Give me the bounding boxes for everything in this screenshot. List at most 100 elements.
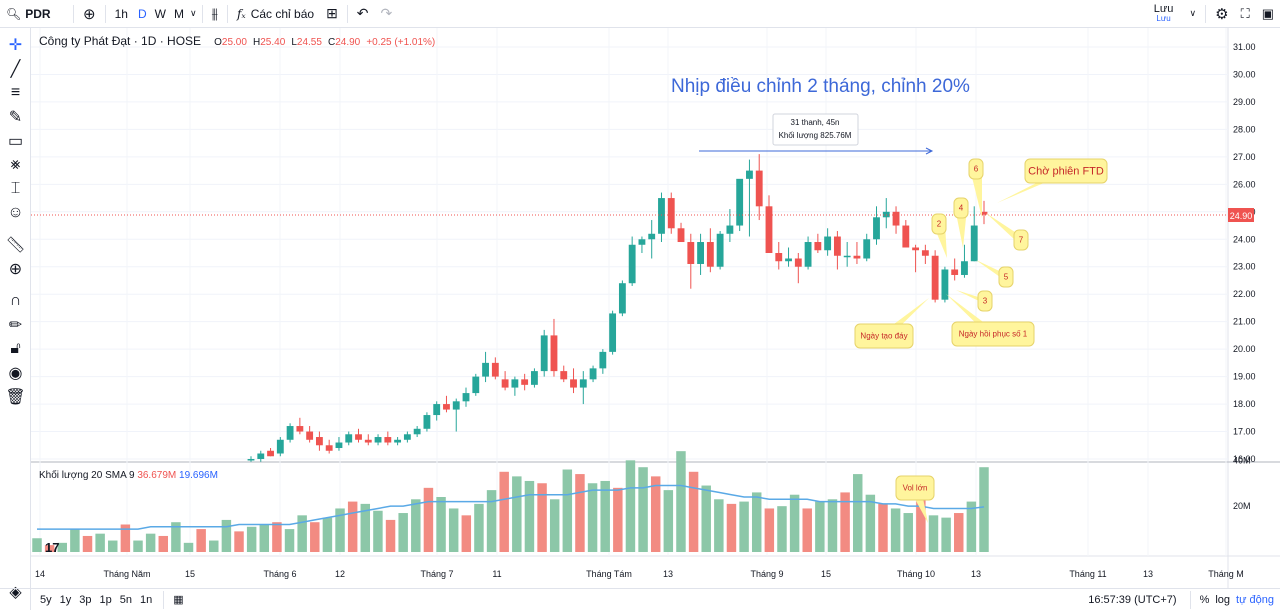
auto-toggle[interactable]: tự động xyxy=(1236,593,1274,606)
crosshair-tool[interactable]: ✛ xyxy=(0,33,31,57)
interval-d[interactable]: D xyxy=(134,0,151,28)
price-axis[interactable]: 31.0030.0029.0028.0027.0026.0025.0024.00… xyxy=(1233,42,1256,464)
callout-count-2[interactable] xyxy=(931,213,947,235)
time-tick-label: 14 xyxy=(35,569,45,579)
volume-bar xyxy=(373,510,383,552)
callout-recovery-day[interactable] xyxy=(951,321,1035,347)
date-range-button[interactable]: ▦ xyxy=(167,586,189,614)
price-tick-label: 22.00 xyxy=(1233,289,1256,299)
symbol-title[interactable]: Công ty Phát Đạt · 1D · HOSE xyxy=(39,34,202,48)
save-dropdown[interactable]: ∨ xyxy=(1184,0,1203,28)
range-button-1y[interactable]: 1y xyxy=(59,593,72,606)
volume-bar xyxy=(461,515,472,552)
settings-button[interactable]: ⚙ xyxy=(1209,0,1234,28)
candle xyxy=(511,379,519,388)
redo-button[interactable]: ↷ xyxy=(375,0,399,28)
volume-bar xyxy=(171,522,181,552)
volume-bar xyxy=(638,467,648,552)
callout-ftd[interactable] xyxy=(1024,158,1108,184)
volume-value: 36.679M xyxy=(137,470,177,481)
save-button[interactable]: Lưu Lưu xyxy=(1144,0,1184,28)
callout-count-6-pointer xyxy=(970,169,982,218)
emoji-tool[interactable]: ☺ xyxy=(0,201,31,225)
volume-bar xyxy=(108,540,118,552)
volume-bar xyxy=(499,471,509,552)
fullscreen-button[interactable]: ⛶ xyxy=(1235,0,1256,28)
ruler-tool[interactable]: 📏︎ xyxy=(0,233,31,257)
range-button-5y[interactable]: 5y xyxy=(40,593,52,606)
volume-bar xyxy=(714,499,724,552)
brush-tool[interactable]: ✎ xyxy=(0,105,31,129)
volume-bar xyxy=(436,497,446,552)
grid-icon: ⊞ xyxy=(326,5,338,21)
range-button-5n[interactable]: 5n xyxy=(119,593,132,606)
callout-count-6[interactable] xyxy=(968,158,984,180)
candle xyxy=(423,415,431,429)
callout-count-7[interactable] xyxy=(1013,229,1029,251)
measure-range-tool[interactable]: ⌶ xyxy=(0,177,31,201)
smiley-icon: ☺ xyxy=(7,204,24,221)
volume-bar xyxy=(827,499,838,552)
symbol-search[interactable]: 🔍︎ PDR xyxy=(0,0,70,28)
stay-drawing-tool[interactable]: ✏ xyxy=(0,313,31,337)
chart-area[interactable]: 31.00 30.00 29.00 28.00 27.00 26.00 25.00 24.00… xyxy=(31,28,1280,588)
candle xyxy=(560,371,568,380)
interval-m[interactable]: M xyxy=(170,0,188,28)
candle xyxy=(315,437,323,446)
volume-bar xyxy=(751,492,762,552)
drawing-toolbar: ✛ ╱ ≡ ✎ ▭ ⨳ ⌶ ☺ 📏︎ ⊕ ∩ ✏ 🔓︎ ◉ 🗑︎ ◈ xyxy=(0,28,31,610)
trash-icon: 🗑︎ xyxy=(5,389,26,406)
hide-tool[interactable]: ◉ xyxy=(0,361,31,385)
range-button-1p[interactable]: 1p xyxy=(99,593,112,606)
fib-tool[interactable]: ≡ xyxy=(0,81,31,105)
close-value: 24.90 xyxy=(335,37,361,48)
candle xyxy=(706,242,714,267)
volume-bar xyxy=(474,503,484,552)
chart-type-button[interactable]: ⫵ xyxy=(206,0,224,28)
undo-button[interactable]: ↶ xyxy=(351,0,375,28)
price-chart[interactable]: 31.00 30.00 29.00 28.00 27.00 26.00 25.00 24.00… xyxy=(31,28,1280,588)
clock-label[interactable]: 16:57:39 (UTC+7) xyxy=(1088,593,1177,606)
candle xyxy=(804,242,812,267)
volume-bar xyxy=(32,538,42,552)
snapshot-button[interactable]: ▣ xyxy=(1256,0,1280,28)
log-toggle[interactable]: log xyxy=(1215,593,1231,606)
tradingview-logo[interactable]: 17 xyxy=(45,540,60,555)
candle xyxy=(980,211,988,215)
templates-button[interactable]: ⊞ xyxy=(320,0,344,28)
zoom-tool[interactable]: ⊕ xyxy=(0,257,31,281)
candle xyxy=(873,217,880,240)
delete-tool[interactable]: 🗑︎ xyxy=(0,385,31,409)
volume-label[interactable]: Khối lượng 20 SMA 9 xyxy=(39,470,135,481)
sma-value: 19.696M xyxy=(179,470,218,481)
time-axis[interactable]: 14 Tháng Năm 15 Tháng 6 12 Tháng 7 11 Tháng Tám… xyxy=(35,569,1244,579)
candle xyxy=(599,351,607,369)
pattern-tool[interactable]: ⨳ xyxy=(0,153,31,177)
text-tool[interactable]: ▭ xyxy=(0,129,31,153)
callout-count-3[interactable] xyxy=(977,290,993,312)
callout-bottom-day[interactable] xyxy=(854,323,914,349)
callout-count-4[interactable] xyxy=(953,197,969,219)
callout-vol-big[interactable] xyxy=(895,475,935,501)
interval-1h[interactable]: 1h xyxy=(109,0,134,28)
interval-w[interactable]: W xyxy=(151,0,170,28)
percent-toggle[interactable]: % xyxy=(1199,593,1210,606)
indicators-button[interactable]: fₓ Các chỉ báo xyxy=(231,0,320,28)
time-tick-label: Tháng Năm xyxy=(103,569,150,579)
candle xyxy=(775,253,783,262)
callout-count-5[interactable] xyxy=(998,266,1014,288)
range-button-1n[interactable]: 1n xyxy=(140,593,153,606)
candle xyxy=(765,206,773,253)
magnet-tool[interactable]: ∩ xyxy=(0,289,31,313)
range-button-3p[interactable]: 3p xyxy=(79,593,92,606)
measure-arrow-head xyxy=(925,147,934,155)
trend-line-tool[interactable]: ╱ xyxy=(0,57,31,81)
callout-ftd-text: Chờ phiên FTD xyxy=(1028,166,1104,178)
add-symbol-button[interactable]: ⊕ xyxy=(77,0,102,28)
lock-tool[interactable]: 🔓︎ xyxy=(0,337,31,361)
interval-dropdown[interactable]: ∨ xyxy=(188,0,199,28)
headline-annotation[interactable]: Nhịp điều chỉnh 2 tháng, chỉnh 20% xyxy=(671,76,970,97)
candle xyxy=(384,437,392,443)
volume-bar xyxy=(676,451,686,552)
magnet-icon: ∩ xyxy=(9,292,22,309)
